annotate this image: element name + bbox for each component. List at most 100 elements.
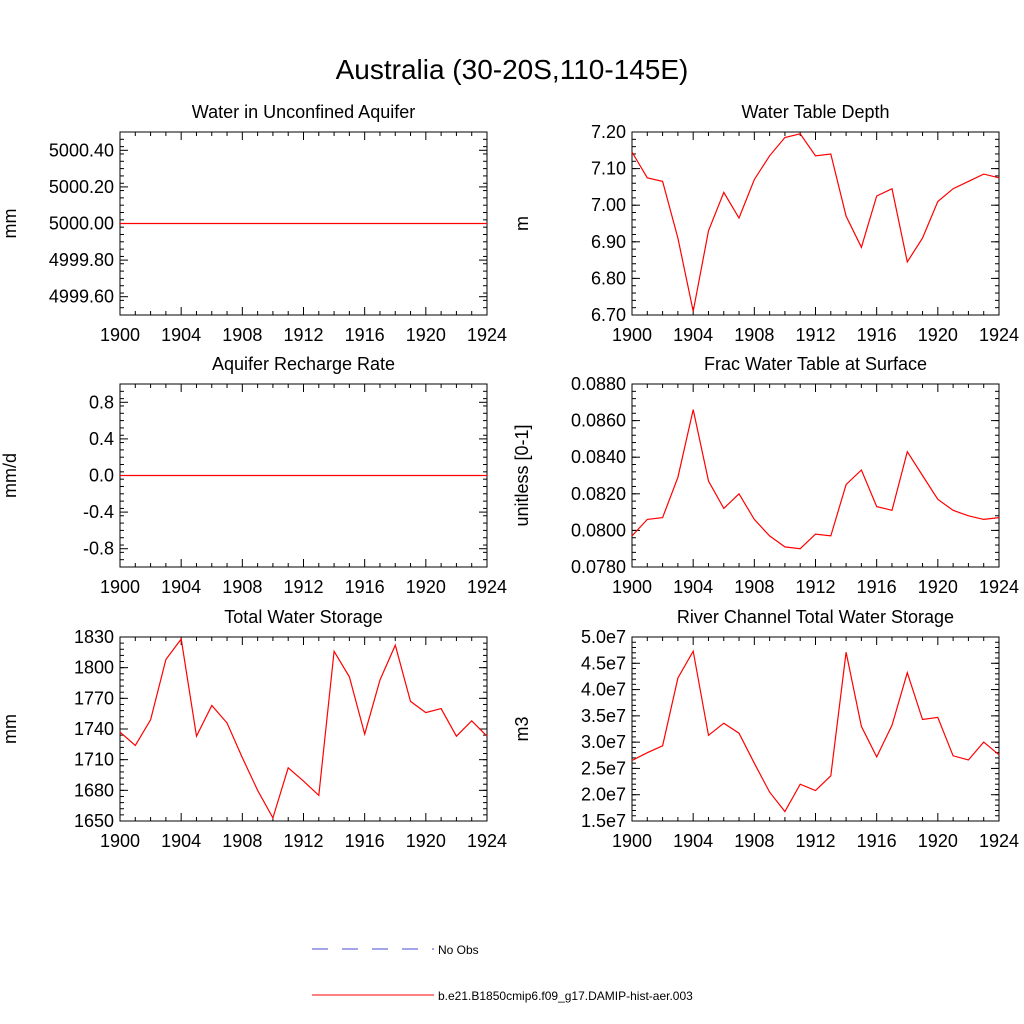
panel-title: Water Table Depth bbox=[741, 102, 889, 122]
x-tick-label: 1900 bbox=[612, 831, 652, 851]
y-tick-label: 0.0840 bbox=[571, 447, 626, 467]
x-tick-label: 1920 bbox=[406, 325, 446, 345]
x-tick-label: 1924 bbox=[979, 831, 1019, 851]
y-tick-label: -0.8 bbox=[83, 539, 114, 559]
x-tick-label: 1912 bbox=[795, 831, 835, 851]
y-axis-label: mm/d bbox=[0, 453, 20, 498]
x-tick-label: 1904 bbox=[161, 325, 201, 345]
y-tick-label: 0.0820 bbox=[571, 484, 626, 504]
panel-3: 1900 1904 1908 1912 1916 1920 1924 -0.8 -0.4 0.0 0… bbox=[0, 354, 507, 597]
plot-frame bbox=[631, 636, 1000, 822]
plot-frame bbox=[119, 636, 488, 822]
x-tick-label: 1904 bbox=[673, 325, 713, 345]
y-tick-label: 7.00 bbox=[591, 195, 626, 215]
x-tick-label: 1908 bbox=[734, 325, 774, 345]
x-tick-label: 1924 bbox=[979, 577, 1019, 597]
x-tick-label: 1920 bbox=[406, 831, 446, 851]
y-axis-label: mm bbox=[0, 714, 20, 744]
x-tick-label: 1900 bbox=[100, 831, 140, 851]
x-tick-label: 1916 bbox=[857, 831, 897, 851]
x-tick-label: 1920 bbox=[918, 577, 958, 597]
x-tick-label: 1900 bbox=[612, 577, 652, 597]
y-tick-label: 4999.60 bbox=[49, 287, 114, 307]
panel-6: 1900 1904 1908 1912 1916 1920 1924 1.5e7 2.0e7 2.… bbox=[512, 607, 1019, 851]
y-tick-label: 5000.40 bbox=[49, 140, 114, 160]
y-tick-label: 6.80 bbox=[591, 268, 626, 288]
y-tick-label: 0.8 bbox=[89, 392, 114, 412]
plot-frame bbox=[631, 383, 1000, 568]
y-tick-label: 0.0780 bbox=[571, 557, 626, 577]
y-tick-label: 1800 bbox=[74, 658, 114, 678]
y-tick-label: 2.0e7 bbox=[581, 785, 626, 805]
y-tick-label: 7.20 bbox=[591, 122, 626, 142]
x-tick-label: 1916 bbox=[857, 577, 897, 597]
y-tick-label: 2.5e7 bbox=[581, 758, 626, 778]
y-tick-label: 1740 bbox=[74, 719, 114, 739]
x-tick-label: 1924 bbox=[467, 577, 507, 597]
panel-title: Aquifer Recharge Rate bbox=[212, 354, 395, 374]
x-tick-label: 1904 bbox=[673, 577, 713, 597]
panel-1: 1900 1904 1908 1912 1916 1920 1924 4999.60 4999.… bbox=[0, 102, 507, 345]
x-tick-label: 1908 bbox=[222, 577, 262, 597]
x-tick-label: 1924 bbox=[467, 325, 507, 345]
y-tick-label: 3.0e7 bbox=[581, 732, 626, 752]
series-line bbox=[631, 649, 1000, 813]
x-tick-label: 1920 bbox=[406, 577, 446, 597]
y-tick-label: 0.0860 bbox=[571, 411, 626, 431]
x-tick-label: 1900 bbox=[612, 325, 652, 345]
y-tick-label: 1710 bbox=[74, 750, 114, 770]
series-line bbox=[631, 133, 1000, 312]
x-tick-label: 1908 bbox=[734, 577, 774, 597]
x-tick-label: 1916 bbox=[345, 325, 385, 345]
y-axis-label: unitless [0-1] bbox=[512, 424, 532, 526]
panel-2: 1900 1904 1908 1912 1916 1920 1924 6.70 6.80 6.90… bbox=[512, 102, 1019, 345]
x-tick-label: 1912 bbox=[283, 577, 323, 597]
x-tick-label: 1904 bbox=[673, 831, 713, 851]
x-tick-label: 1912 bbox=[283, 325, 323, 345]
x-tick-label: 1920 bbox=[918, 325, 958, 345]
y-tick-label: 5.0e7 bbox=[581, 627, 626, 647]
y-tick-label: 4.0e7 bbox=[581, 680, 626, 700]
series-line bbox=[119, 637, 488, 820]
legend-label-no-obs: No Obs bbox=[438, 943, 479, 957]
x-tick-label: 1904 bbox=[161, 831, 201, 851]
x-tick-label: 1908 bbox=[222, 325, 262, 345]
y-tick-label: 0.0 bbox=[89, 466, 114, 486]
x-tick-label: 1920 bbox=[918, 831, 958, 851]
page-title: Australia (30-20S,110-145E) bbox=[335, 54, 689, 85]
y-tick-label: 0.0880 bbox=[571, 374, 626, 394]
x-tick-label: 1924 bbox=[467, 831, 507, 851]
x-tick-label: 1912 bbox=[795, 577, 835, 597]
y-tick-label: 1650 bbox=[74, 811, 114, 831]
x-tick-label: 1912 bbox=[283, 831, 323, 851]
y-tick-label: 1680 bbox=[74, 780, 114, 800]
y-tick-label: -0.4 bbox=[83, 502, 114, 522]
series-line bbox=[631, 409, 1000, 550]
x-tick-label: 1900 bbox=[100, 325, 140, 345]
y-tick-label: 3.5e7 bbox=[581, 706, 626, 726]
legend: No Obs b.e21.B1850cmip6.f09_g17.DAMIP-his… bbox=[312, 943, 693, 1003]
legend-label-model: b.e21.B1850cmip6.f09_g17.DAMIP-hist-aer.… bbox=[438, 989, 693, 1003]
y-tick-label: 7.10 bbox=[591, 159, 626, 179]
panel-5: 1900 1904 1908 1912 1916 1920 1924 1650 1680 1710… bbox=[0, 607, 507, 851]
y-tick-label: 0.4 bbox=[89, 429, 114, 449]
panel-title: River Channel Total Water Storage bbox=[677, 607, 954, 627]
y-tick-label: 4999.80 bbox=[49, 250, 114, 270]
y-tick-label: 6.70 bbox=[591, 305, 626, 325]
x-tick-label: 1912 bbox=[795, 325, 835, 345]
plot-frame bbox=[631, 131, 1000, 316]
x-tick-label: 1904 bbox=[161, 577, 201, 597]
y-tick-label: 4.5e7 bbox=[581, 653, 626, 673]
panel-title: Total Water Storage bbox=[224, 607, 382, 627]
x-tick-label: 1900 bbox=[100, 577, 140, 597]
x-tick-label: 1908 bbox=[222, 831, 262, 851]
y-axis-label: mm bbox=[0, 209, 20, 239]
panel-4: 1900 1904 1908 1912 1916 1920 1924 0.0780 0.0800… bbox=[512, 354, 1019, 597]
panel-title: Frac Water Table at Surface bbox=[704, 354, 927, 374]
y-axis-label: m bbox=[512, 216, 532, 231]
x-tick-label: 1916 bbox=[345, 577, 385, 597]
y-tick-label: 1830 bbox=[74, 627, 114, 647]
y-tick-label: 1770 bbox=[74, 688, 114, 708]
x-tick-label: 1916 bbox=[857, 325, 897, 345]
